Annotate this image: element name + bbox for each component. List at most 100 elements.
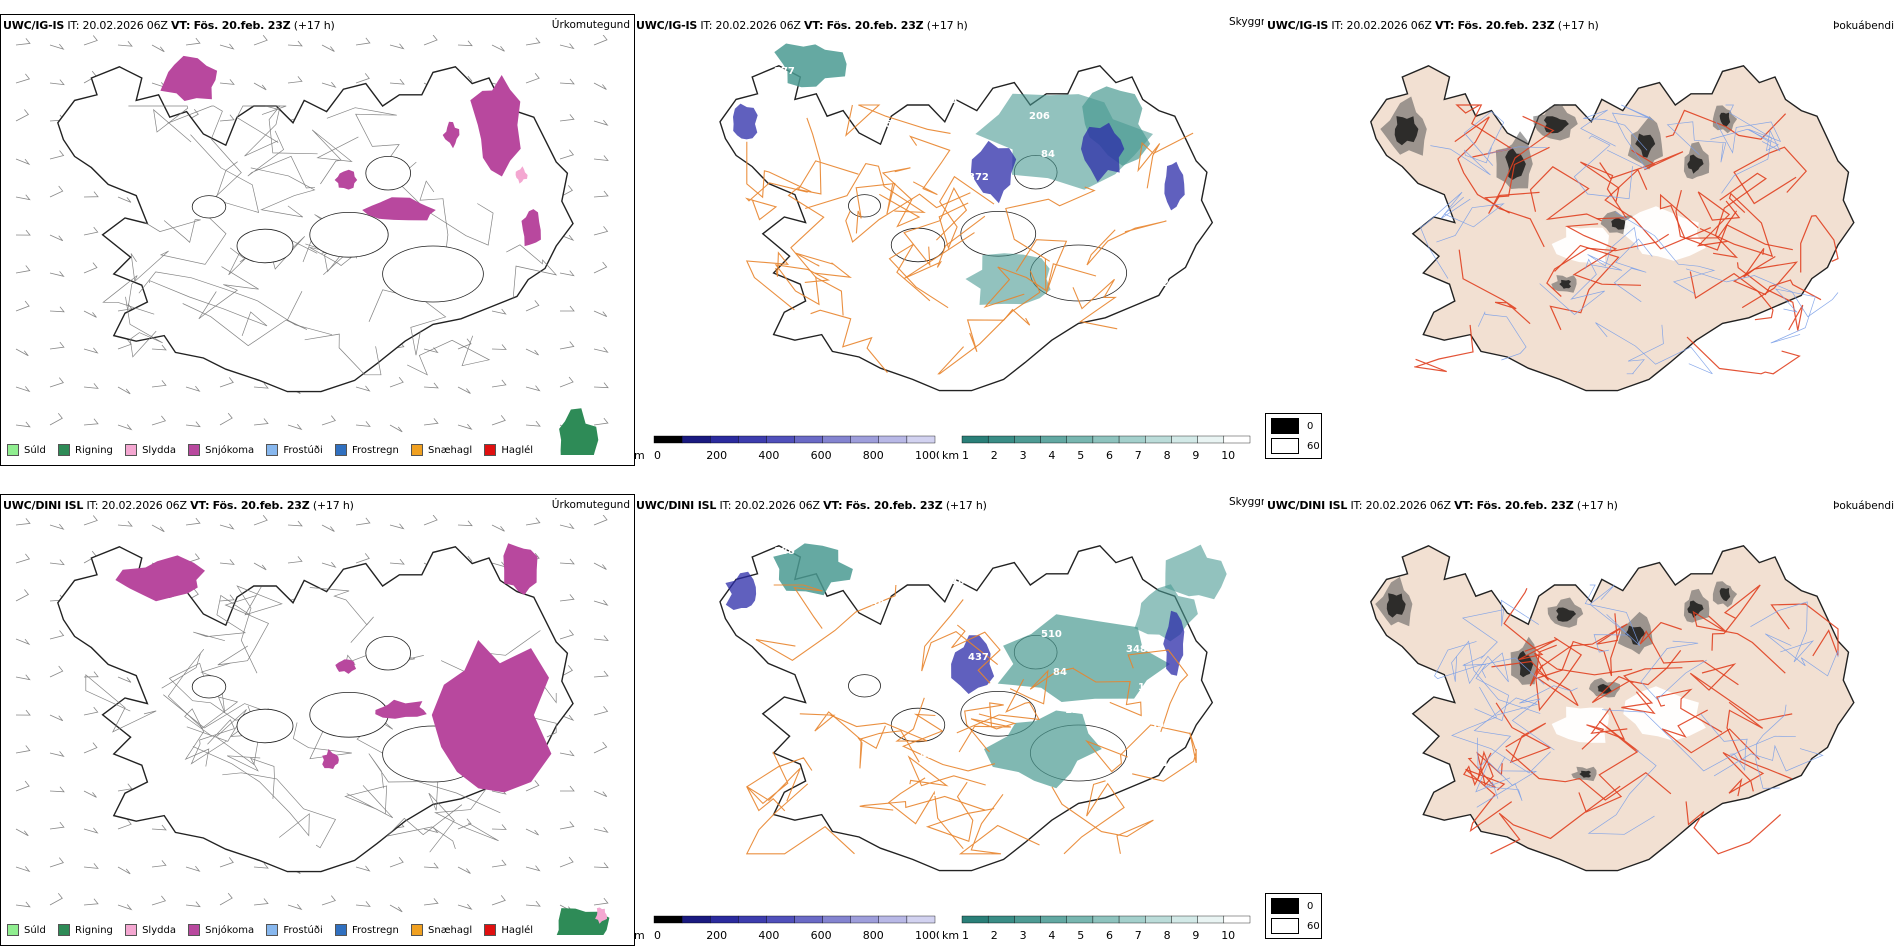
cloudbase-value-label: 12 [835,255,849,266]
colorbar-tick-label: 1000 [915,929,939,942]
colorbar-tick-label: 400 [758,449,779,462]
cloudbase-value-label: 595 [1150,720,1171,731]
legend-item-snaehagl: Snæhagl [411,444,472,456]
legend-swatch [188,444,201,456]
legend-item-rigning: Rigning [58,924,113,936]
colorbar-segment [878,435,908,444]
fog-swatch-low [1271,438,1299,454]
legend-item-frostregn: Frostregn [334,924,399,936]
cloudbase-value-label: 159 [1053,187,1074,198]
cloudbase-value-label: 135 [932,788,953,799]
cloudbase-labels: 277 906 372 126 211 159 198 159 371 76 94 84 33 12 22 2… [774,66,1183,319]
colorbar-segment [961,915,989,924]
colorbar-tick-label: 0 [654,449,661,462]
legend-swatch [266,924,279,936]
colorbar-tick-label: 7 [1135,449,1142,462]
fog-legend-top: 0 60 [1265,413,1322,459]
cloudbase-value-label: 126 [1065,225,1086,236]
colorbar-segment [709,435,739,444]
colorbar-segment [1066,915,1094,924]
visibility-areas [733,43,1185,305]
colorbar-segment [681,915,711,924]
legend-swatch [58,444,70,456]
fog-index-areas [1375,576,1738,782]
cloudbase-value-label: 206 [1029,111,1050,122]
precip-map [15,515,610,935]
colorbar-segment [653,435,683,444]
precip-panel-top: UWC/IG-IS IT: 20.02.2026 06Z VT: Fös. 20… [0,14,635,466]
colorbar-unit: km [942,929,959,942]
cloudbase-value-label: 454 [920,750,941,761]
cloudbase-value-label: 76 [847,293,861,304]
legend-item-slydda: Slydda [125,924,176,936]
cloudbase-value-label: 10 [1162,758,1176,769]
colorbar-unit: km [942,449,959,462]
fog-map [1370,545,1855,872]
colorbar-segment [1197,435,1225,444]
cloud-panel-bottom: UWC/DINI ISL IT: 20.02.2026 06Z VT: Fös.… [634,494,1264,946]
cloudbase-value-label: 84 [1041,149,1055,160]
colorbar-tick-label: 1 [962,929,969,942]
colorbar-tick-label: 4 [1048,929,1055,942]
parameter-title: Úrkomutegund [551,499,630,511]
colorbar-tick-label: 5 [1077,929,1084,942]
parameter-title: Úrkomutegund [551,19,630,31]
precip-map [15,35,609,455]
cloudbase-labels: 188 39 437 111 10 277 68 84 595 847 778 510 195 33 135… [774,546,1176,799]
cloud-panel-top: UWC/IG-IS IT: 20.02.2026 06Z VT: Fös. 20… [634,14,1264,466]
panel-header: UWC/DINI ISL IT: 20.02.2026 06Z VT: Fös.… [636,499,987,512]
colorbar-tick-label: 8 [1164,929,1171,942]
cloudbase-value-label: 308 [1114,606,1135,617]
legend-item-frostudi: Frostúði [266,444,323,456]
colorbar-segment [906,915,936,924]
cloudbase-value-label: 277 [774,66,795,77]
colorbar-segment [1040,435,1067,444]
cloudbase-value-label: 437 [968,652,989,663]
cloudbase-value-label: 371 [1150,240,1171,251]
precip-areas [115,543,610,935]
cloudbase-value-label: 33 [1138,202,1152,213]
colorbar-segment [766,435,795,444]
legend-swatch [58,924,70,936]
colorbar-segment [1171,915,1198,924]
cloudbase-value-label: 33 [835,735,849,746]
colorbar-segment [681,435,711,444]
colorbar-tick-label: 200 [706,929,727,942]
legend-swatch [411,444,424,456]
colorbar-segment [987,915,1015,924]
colorbar-segment [1014,435,1041,444]
panel-header: UWC/IG-IS IT: 20.02.2026 06Z VT: Fös. 20… [1267,19,1599,32]
cloudbase-value-label: 211 [1162,278,1183,289]
panel-header: UWC/IG-IS IT: 20.02.2026 06Z VT: Fös. 20… [3,19,335,32]
colorbar-segment [906,435,936,444]
colorbar-segment [1223,435,1251,444]
colorbar-segment [738,915,767,924]
cloudbase-value-label: 188 [774,546,795,557]
parameter-title: Skyggni [1229,16,1264,28]
colorbar-tick-label: 9 [1192,449,1199,462]
cloudbase-value-label: 372 [968,172,989,183]
legend-swatch [266,444,279,456]
cloud-visibility-map: 277 906 372 126 211 159 198 159 371 76 94 84 33 12 22 2… [719,43,1214,392]
parameter-title: Þokuábendi [1833,500,1894,512]
fog-swatch-low [1271,918,1299,934]
colorbar-tick-label: 0 [654,929,661,942]
cloudbase-value-label: 22 [1017,553,1031,564]
cloudbase-value-label: 195 [1138,682,1159,693]
colorbar-tick-label: 6 [1106,929,1113,942]
panel-header: UWC/DINI ISL IT: 20.02.2026 06Z VT: Fös.… [3,499,354,512]
legend-item-suld: Súld [7,924,46,936]
colorbar-segment [1014,915,1041,924]
legend-swatch [125,444,138,456]
legend-item-haglel: Haglél [484,924,533,936]
fog-swatch-high [1271,418,1299,434]
fog-legend-bottom: 0 60 [1265,893,1322,939]
legend-item-frostregn: Frostregn [334,444,399,456]
colorbar-segment [822,915,851,924]
cloudbase-value-label: 94 [944,96,958,107]
colorbar-tick-label: 10 [1221,929,1235,942]
colorbar-tick-label: 400 [758,929,779,942]
visibility-colorbar: km 1 2 3 4 5 6 7 8 9 10 [942,914,1254,944]
legend-item-snjokoma: Snjókoma [188,924,254,936]
cloudbase-value-label: 22 [932,308,946,319]
